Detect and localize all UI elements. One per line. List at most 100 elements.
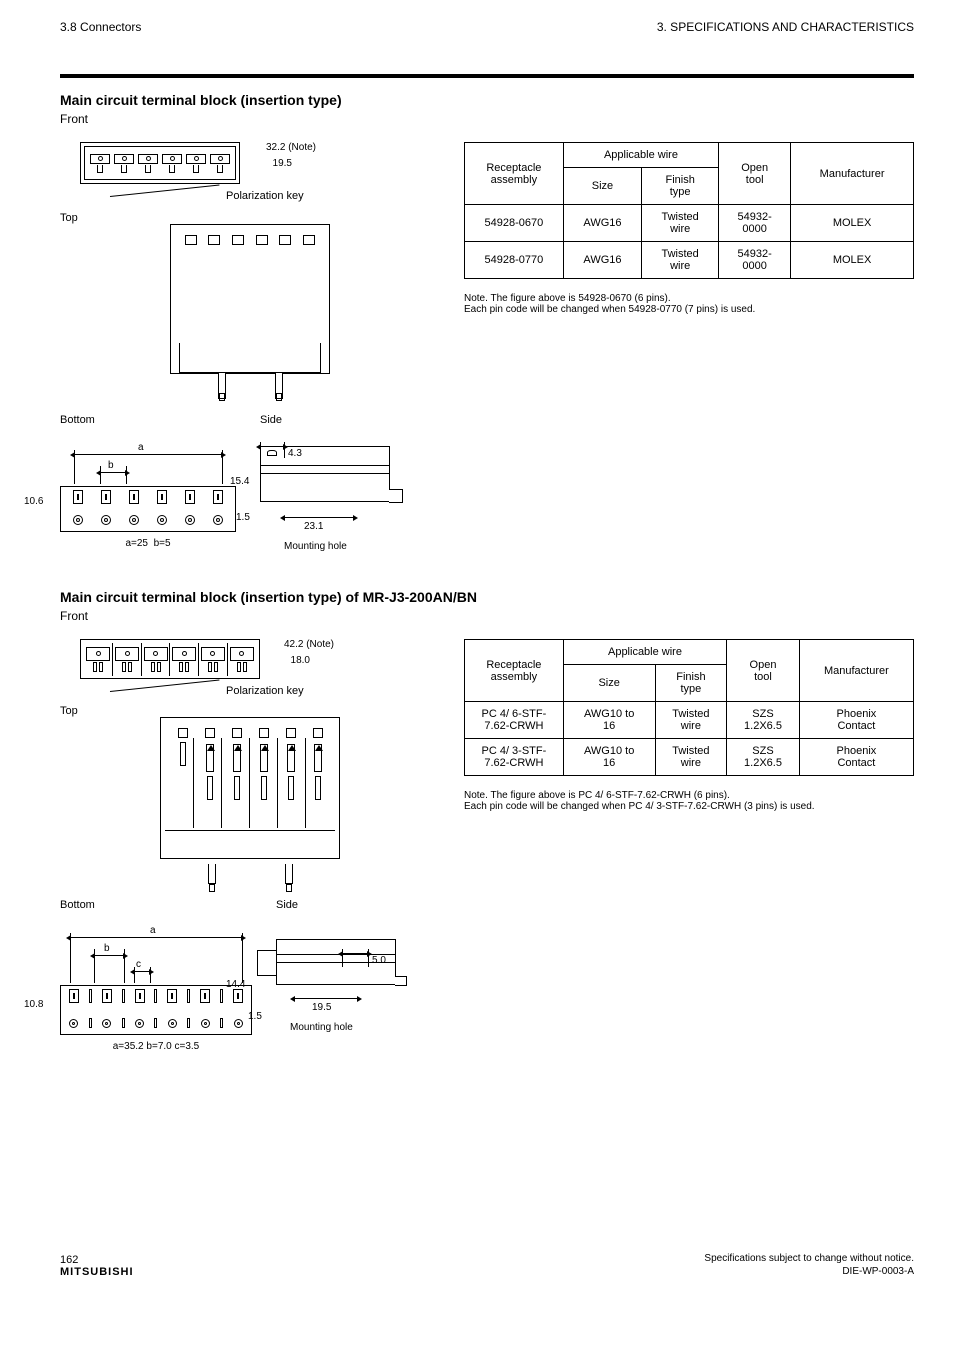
r2-type2: Twisted wire	[655, 739, 727, 776]
r2-type: Twisted wire	[642, 242, 719, 279]
conn1-top-label: Top	[60, 212, 440, 224]
th-wire2: Applicable wire	[563, 640, 726, 665]
r2-size2: AWG10 to 16	[563, 739, 655, 776]
conn2-side-label: Side	[276, 899, 426, 911]
r2-size: AWG16	[563, 242, 641, 279]
footer-brand: MITSUBISHI	[60, 1266, 134, 1278]
table-row: 54928-0670 AWG16 Twisted wire 54932- 000…	[465, 205, 914, 242]
conn2-front-view	[80, 639, 260, 679]
table-row: PC 4/ 6-STF- 7.62-CRWH AWG10 to 16 Twist…	[465, 702, 914, 739]
conn1-front-h: 19.5	[273, 158, 292, 169]
conn1-dim-a: a	[138, 442, 144, 453]
conn2-table: Receptacle assembly Applicable wire Open…	[464, 639, 914, 776]
conn2-dim-c: c	[136, 959, 141, 970]
conn1-side-view	[260, 446, 390, 502]
th-tool: Open tool	[719, 143, 791, 205]
th-size2: Size	[563, 665, 655, 702]
conn2-drawings: 42.2 (Note) 18.0 Polarization key Top	[60, 639, 440, 1052]
conn1-polarization-key: Polarization key	[226, 190, 304, 202]
r1-type2: Twisted wire	[655, 702, 727, 739]
th-recept2: Receptacle assembly	[465, 640, 564, 702]
conn2-dim-a: a	[150, 925, 156, 936]
conn1-table: Receptacle assembly Applicable wire Open…	[464, 142, 914, 279]
r2-tool2: SZS 1.2X6.5	[727, 739, 800, 776]
r1-manuf: MOLEX	[791, 205, 914, 242]
th-manuf: Manufacturer	[791, 143, 914, 205]
r1-size: AWG16	[563, 205, 641, 242]
chapter-title: 3. SPECIFICATIONS AND CHARACTERISTICS	[657, 20, 914, 34]
conn1-front-view	[80, 142, 240, 184]
conn1-title: Main circuit terminal block (insertion t…	[60, 92, 914, 108]
r1-tool2: SZS 1.2X6.5	[727, 702, 800, 739]
footer-docnum: DIE-WP-0003-A	[704, 1265, 914, 1278]
conn2-b-val: 7.0	[158, 1041, 172, 1052]
r1-recept: 54928-0670	[465, 205, 564, 242]
th-size: Size	[563, 168, 641, 205]
r2-manuf2: Phoenix Contact	[799, 739, 913, 776]
th-type: Finish type	[642, 168, 719, 205]
r2-recept2: PC 4/ 3-STF- 7.62-CRWH	[465, 739, 564, 776]
r1-type: Twisted wire	[642, 205, 719, 242]
conn2-dim-b: b	[104, 943, 110, 954]
th-wire: Applicable wire	[563, 143, 718, 168]
conn1-bot-h: 10.6	[24, 496, 43, 507]
conn2-polarization-key: Polarization key	[226, 685, 304, 697]
conn1-note: Note. The figure above is 54928-0670 (6 …	[464, 293, 914, 315]
conn2-side-h: 14.4	[226, 979, 245, 990]
conn2-mounting-hole: Mounting hole	[290, 1022, 353, 1033]
r2-tool: 54932- 0000	[719, 242, 791, 279]
conn1-section: 32.2 (Note) 19.5 Polarization key Top Bo…	[60, 142, 914, 549]
conn1-bottom-label: Bottom	[60, 414, 236, 426]
conn1-dim-b-val: b=	[154, 538, 165, 549]
page-footer: 162 MITSUBISHI Specifications subject to…	[60, 1252, 914, 1278]
conn2-side-len: 19.5	[312, 1002, 331, 1013]
conn1-mounting-hole: Mounting hole	[284, 541, 347, 552]
conn2-section: 42.2 (Note) 18.0 Polarization key Top	[60, 639, 914, 1052]
footer-disclaimer: Specifications subject to change without…	[704, 1252, 914, 1265]
conn2-side-post: 1.5	[248, 1011, 262, 1022]
conn1-bottom-side: Bottom a b	[60, 414, 440, 549]
conn1-bottom-view	[60, 486, 236, 532]
conn1-front-w: 32.2 (Note)	[266, 142, 316, 153]
conn2-title: Main circuit terminal block (insertion t…	[60, 589, 914, 605]
conn2-a-val: 35.2	[124, 1041, 143, 1052]
conn2-front-w: 42.2 (Note)	[284, 639, 334, 650]
th-tool2: Open tool	[727, 640, 800, 702]
section-number: 3.8	[60, 20, 77, 34]
conn2-top-label: Top	[60, 705, 440, 717]
section-title: Connectors	[80, 20, 141, 34]
table-row: 54928-0770 AWG16 Twisted wire 54932- 000…	[465, 242, 914, 279]
conn2-bottom-label: Bottom	[60, 899, 252, 911]
conn1-front-label: Front	[60, 112, 914, 126]
conn1-side-h: 15.4	[230, 476, 249, 487]
conn1-key-callout: Polarization key	[110, 190, 440, 202]
header-divider	[60, 74, 914, 78]
conn1-table-col: Receptacle assembly Applicable wire Open…	[464, 142, 914, 549]
conn1-dim-b: b	[108, 460, 114, 471]
conn1-side-label: Side	[260, 414, 410, 426]
chapter-header: 3.8 Connectors 3. SPECIFICATIONS AND CHA…	[60, 20, 914, 34]
conn2-key-callout: Polarization key	[110, 685, 440, 697]
conn2-bot-h: 10.8	[24, 999, 43, 1010]
conn2-top-view	[160, 717, 340, 859]
conn2-bottom-side: Bottom a b c	[60, 899, 440, 1052]
conn1-top-view	[170, 224, 330, 374]
conn1-drawings: 32.2 (Note) 19.5 Polarization key Top Bo…	[60, 142, 440, 549]
conn1-side-post: 1.5	[236, 512, 250, 523]
conn1-side-len: 23.1	[304, 521, 323, 532]
r2-manuf: MOLEX	[791, 242, 914, 279]
th-type2: Finish type	[655, 665, 727, 702]
conn2-c-val: 3.5	[185, 1041, 199, 1052]
conn1-a-val: 25	[137, 538, 148, 549]
conn2-note: Note. The figure above is PC 4/ 6-STF-7.…	[464, 790, 914, 812]
r1-tool: 54932- 0000	[719, 205, 791, 242]
conn2-front-h: 18.0	[291, 655, 310, 666]
r1-recept2: PC 4/ 6-STF- 7.62-CRWH	[465, 702, 564, 739]
conn2-bottom-view	[60, 985, 252, 1035]
conn2-table-col: Receptacle assembly Applicable wire Open…	[464, 639, 914, 1052]
th-recept: Receptacle assembly	[465, 143, 564, 205]
conn1-dim-a-val: a=	[125, 538, 136, 549]
table-row: PC 4/ 3-STF- 7.62-CRWH AWG10 to 16 Twist…	[465, 739, 914, 776]
r2-recept: 54928-0770	[465, 242, 564, 279]
r1-size2: AWG10 to 16	[563, 702, 655, 739]
